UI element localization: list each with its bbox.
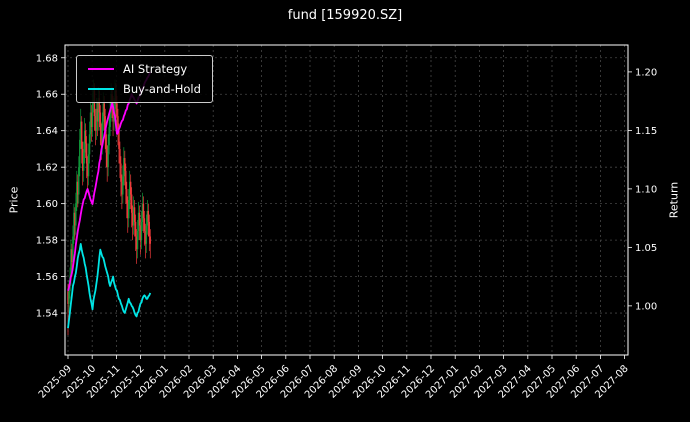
candlestick-layer: [67, 79, 151, 335]
right-tick-label: 1.20: [635, 67, 657, 78]
right-tick-label: 1.15: [635, 126, 657, 137]
left-tick-label: 1.56: [36, 272, 58, 283]
legend-item: Buy-and-Hold: [88, 82, 201, 96]
series-lines-layer: [67, 71, 152, 329]
left-tick-label: 1.54: [36, 309, 58, 320]
left-tick-label: 1.66: [36, 90, 58, 101]
right-tick-label: 1.10: [635, 184, 657, 195]
right-tick-label: 1.00: [635, 301, 657, 312]
left-tick-label: 1.58: [36, 236, 58, 247]
legend-line-swatch: [88, 68, 114, 70]
right-tick-label: 1.05: [635, 243, 657, 254]
left-tick-label: 1.60: [36, 199, 58, 210]
chart-title: fund [159920.SZ]: [287, 8, 403, 23]
legend: AI Strategy Buy-and-Hold: [76, 55, 213, 103]
left-tick-label: 1.64: [36, 126, 58, 137]
left-tick-label: 1.68: [36, 53, 58, 64]
legend-line-swatch: [88, 88, 114, 90]
legend-label: AI Strategy: [123, 62, 188, 76]
left-tick-label: 1.62: [36, 163, 58, 174]
series-line: [67, 242, 152, 329]
plot-frame: [64, 44, 629, 356]
legend-label: Buy-and-Hold: [123, 82, 201, 96]
legend-item: AI Strategy: [88, 62, 201, 76]
series-line: [67, 71, 152, 291]
